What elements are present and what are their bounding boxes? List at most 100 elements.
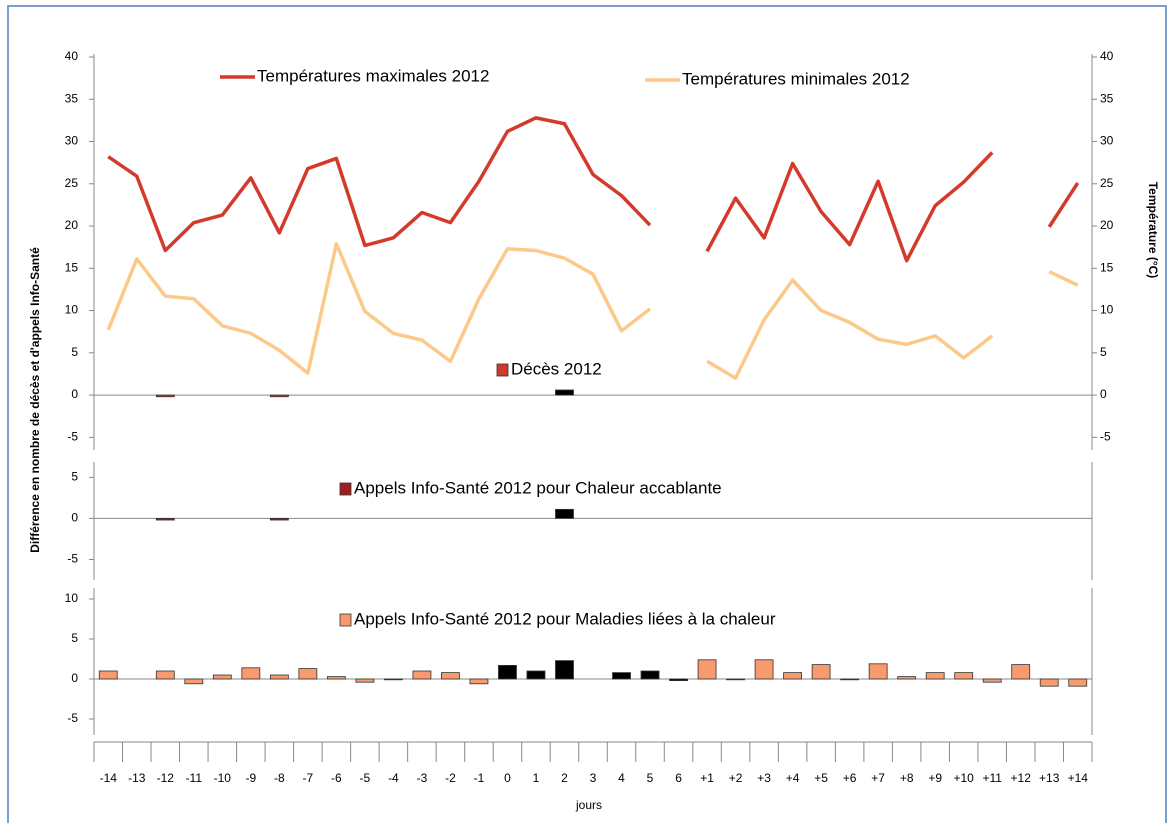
x-tick-label: +8 (900, 771, 914, 785)
frame (7, 5, 1167, 823)
legend-label: Appels Info-Santé 2012 pour Maladies lié… (354, 609, 776, 628)
x-tick-label: 1 (533, 771, 540, 785)
bar (1011, 664, 1031, 680)
y-tick-label: 10 (65, 303, 79, 317)
legend-label: Appels Info-Santé 2012 pour Chaleur acca… (354, 478, 722, 497)
y2-tick-label: 25 (1100, 176, 1114, 190)
bar (498, 665, 517, 680)
bar (155, 394, 175, 398)
x-tick-label: -12 (157, 771, 175, 785)
bar (954, 672, 974, 680)
x-tick-label: -6 (331, 771, 342, 785)
x-tick-label: 3 (590, 771, 597, 785)
bar (269, 517, 289, 521)
bar (897, 676, 917, 680)
bar (555, 660, 574, 680)
bar (383, 678, 403, 681)
x-tick-label: 6 (675, 771, 682, 785)
x-tick-label: +4 (786, 771, 800, 785)
line-series (106, 242, 1079, 380)
x-tick-label: +13 (1039, 771, 1060, 785)
x-tick-label: +2 (729, 771, 743, 785)
x-axis-title: jours (575, 798, 602, 812)
y-tick-label: -5 (67, 552, 78, 566)
y2-tick-label: 40 (1100, 49, 1114, 63)
y-tick-label: 30 (65, 134, 79, 148)
bar (612, 672, 631, 680)
legend-label: Températures maximales 2012 (257, 66, 489, 85)
bar (469, 678, 489, 685)
legend-swatch (339, 613, 352, 627)
bar (1039, 678, 1059, 687)
x-tick-label: +11 (982, 771, 1002, 785)
bar (555, 389, 574, 396)
y2-tick-label: 20 (1100, 218, 1114, 232)
x-tick-label: -11 (186, 771, 203, 785)
y-axis-title: Différence en nombre de décès et d'appel… (28, 247, 42, 553)
y2-tick-label: 5 (1100, 345, 1107, 359)
legend-label: Décès 2012 (511, 359, 602, 378)
x-tick-label: +5 (814, 771, 828, 785)
bar (184, 678, 204, 685)
y2-tick-label: 15 (1100, 260, 1114, 274)
y2-tick-label: 35 (1100, 91, 1114, 105)
y-tick-label: 20 (65, 218, 79, 232)
x-tick-label: +14 (1068, 771, 1089, 785)
legend-swatch (496, 363, 509, 377)
bar (640, 670, 660, 680)
y-tick-label: 5 (71, 345, 78, 359)
bar (555, 508, 574, 519)
bar (697, 659, 717, 680)
y2-tick-label: 0 (1100, 387, 1107, 401)
bar (298, 668, 318, 680)
x-tick-label: +6 (843, 771, 857, 785)
x-tick-label: 0 (504, 771, 511, 785)
x-tick-label: -10 (214, 771, 232, 785)
y-tick-label: 10 (65, 591, 79, 605)
y-tick-label: 35 (65, 91, 79, 105)
x-tick-label: +3 (757, 771, 771, 785)
y-tick-label: 25 (65, 176, 79, 190)
bar (269, 674, 289, 680)
y2-tick-label: 30 (1100, 134, 1114, 148)
x-tick-label: +12 (1011, 771, 1032, 785)
bar (669, 678, 688, 682)
x-tick-label: -2 (445, 771, 456, 785)
y2-tick-label: -5 (1100, 429, 1111, 443)
line-series (107, 116, 1080, 263)
bar (1068, 678, 1088, 687)
bar (726, 678, 745, 681)
bar (783, 672, 802, 680)
y2-tick-label: 10 (1100, 303, 1114, 317)
x-tick-label: -14 (100, 771, 118, 785)
y-tick-label: 15 (65, 260, 79, 274)
x-tick-label: +7 (871, 771, 885, 785)
x-tick-label: -13 (128, 771, 146, 785)
x-tick-label: -8 (274, 771, 285, 785)
x-tick-label: 2 (561, 771, 568, 785)
y-tick-label: 5 (71, 631, 78, 645)
y-tick-label: -5 (67, 429, 78, 443)
bar (982, 678, 1002, 683)
x-tick-label: 5 (647, 771, 654, 785)
bar (155, 670, 175, 680)
bar (868, 663, 888, 680)
y-tick-label: 40 (65, 49, 79, 63)
bar (241, 667, 261, 680)
bar (326, 676, 346, 680)
y-tick-label: 5 (71, 469, 78, 483)
bar (840, 678, 860, 681)
legend-label: Températures minimales 2012 (682, 69, 910, 88)
bar (754, 659, 774, 680)
x-tick-label: +1 (700, 771, 714, 785)
x-tick-label: -9 (245, 771, 256, 785)
bar (98, 670, 118, 680)
x-tick-label: -4 (388, 771, 399, 785)
bar (811, 664, 831, 680)
x-tick-label: -7 (303, 771, 314, 785)
y-tick-label: 0 (71, 387, 78, 401)
x-tick-label: 4 (618, 771, 625, 785)
bar (269, 394, 289, 398)
y-tick-label: 0 (71, 671, 78, 685)
